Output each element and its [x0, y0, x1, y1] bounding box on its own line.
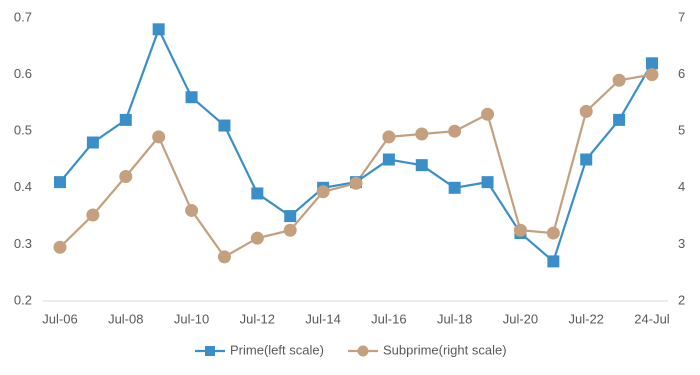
marker: [645, 68, 659, 82]
legend-label: Prime(left scale): [230, 342, 324, 357]
marker: [86, 208, 100, 222]
x-tick-label: Jul-22: [569, 311, 604, 326]
marker: [580, 153, 593, 166]
marker: [415, 159, 428, 172]
marker: [513, 223, 527, 237]
marker: [612, 73, 626, 87]
y-tick-label: 0.5: [14, 123, 32, 138]
x-tick-label: Jul-14: [305, 311, 340, 326]
marker: [448, 124, 462, 138]
marker: [217, 250, 231, 264]
series-line: [59, 26, 653, 264]
marker: [613, 113, 626, 126]
x-tick-label: Jul-10: [174, 311, 209, 326]
marker: [382, 153, 395, 166]
marker: [316, 185, 330, 199]
x-tick-label: Jul-18: [437, 311, 472, 326]
marker: [54, 176, 66, 189]
marker: [448, 181, 461, 194]
marker: [382, 130, 396, 144]
y-tick-label: 0.2: [14, 292, 32, 307]
x-tick-label: Jul-06: [42, 311, 77, 326]
marker: [218, 119, 231, 132]
y-tick-label: 0.3: [14, 236, 32, 251]
y2-tick-label: 7: [678, 9, 685, 24]
x-tick-label: 24-Jul: [634, 311, 670, 326]
marker: [481, 107, 495, 121]
marker: [119, 113, 132, 126]
marker: [283, 223, 297, 237]
y2-tick-label: 2: [678, 292, 685, 307]
marker: [646, 57, 658, 70]
marker: [152, 23, 165, 36]
marker: [579, 104, 593, 118]
y-tick-label: 0.4: [14, 179, 32, 194]
y-tick-label: 0.7: [14, 9, 32, 24]
marker: [547, 255, 560, 268]
x-tick-label: Jul-16: [371, 311, 406, 326]
y2-tick-label: 6: [678, 66, 685, 81]
legend-marker: [205, 346, 215, 356]
x-tick-label: Jul-20: [503, 311, 538, 326]
marker: [119, 169, 133, 183]
y2-tick-label: 3: [678, 236, 685, 251]
marker: [481, 176, 494, 189]
marker: [415, 127, 429, 141]
marker: [284, 210, 297, 223]
x-tick-label: Jul-08: [108, 311, 143, 326]
marker: [53, 240, 67, 254]
marker: [185, 91, 198, 104]
y-tick-label: 0.6: [14, 66, 32, 81]
y2-tick-label: 5: [678, 123, 685, 138]
marker: [86, 136, 99, 149]
y2-tick-label: 4: [678, 179, 685, 194]
marker: [250, 231, 264, 245]
legend-marker: [357, 345, 369, 357]
marker: [152, 130, 166, 144]
marker: [349, 176, 363, 190]
legend-label: Subprime(right scale): [383, 342, 507, 357]
marker: [251, 187, 264, 200]
marker: [185, 203, 199, 217]
x-tick-label: Jul-12: [240, 311, 275, 326]
marker: [546, 226, 560, 240]
